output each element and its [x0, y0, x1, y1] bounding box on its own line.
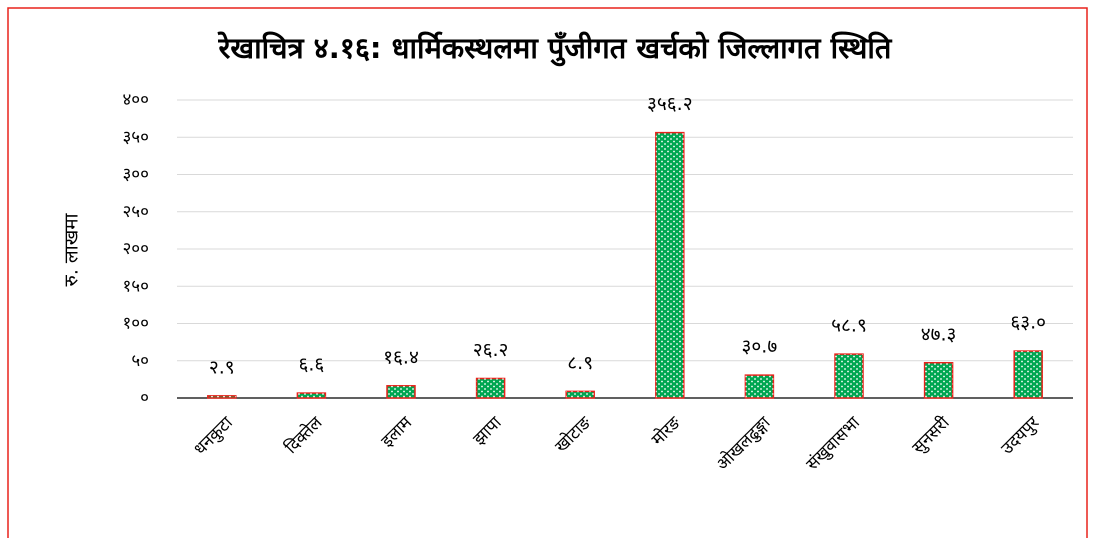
value-label: १६.४	[383, 346, 419, 368]
bar-texture	[207, 395, 236, 398]
x-tick-label: झापा	[469, 413, 506, 450]
x-tick-label: सुनसरी	[908, 412, 954, 458]
value-label: ३०.७	[742, 336, 778, 358]
x-tick-label: दिक्तेल	[281, 412, 327, 458]
value-label: २.९	[209, 356, 235, 378]
y-tick-label: २००	[122, 239, 149, 259]
value-label: ६३.०	[1010, 312, 1046, 334]
value-label: ८.९	[567, 352, 593, 374]
y-tick-label: ०	[140, 388, 149, 408]
y-tick-label: ३००	[122, 165, 149, 185]
value-label: ४७.३	[921, 323, 957, 345]
x-tick-label: ओखलढुङ्गा	[712, 412, 775, 475]
y-tick-label: ५०	[131, 351, 149, 371]
y-tick-label: ४००	[122, 90, 149, 110]
bar-texture	[745, 375, 774, 398]
x-tick-label: इलाम	[378, 412, 417, 451]
x-tick-label: उदयपुर	[997, 412, 1044, 459]
bar-texture	[835, 354, 863, 398]
value-label: २६.२	[473, 339, 509, 361]
y-axis-label: रु. लाखमा	[61, 212, 83, 286]
y-tick-label: १५०	[122, 276, 149, 296]
x-tick-label: खोटाङ	[551, 411, 596, 456]
bar-texture	[1014, 351, 1043, 398]
x-tick-label: संखुवासभा	[802, 413, 864, 475]
x-tick-label: मोरङ	[647, 411, 686, 450]
y-tick-label: ३५०	[122, 127, 149, 147]
chart-title: रेखाचित्र ४.१६: धार्मिकस्थलमा पुँजीगत खर…	[217, 31, 893, 67]
bar-texture	[476, 378, 505, 398]
value-label: ६.६	[298, 354, 324, 376]
bar-texture	[924, 362, 953, 398]
bar-texture	[297, 393, 326, 398]
bar-texture	[387, 385, 415, 398]
y-tick-label: २५०	[122, 202, 149, 222]
bar-texture	[655, 132, 684, 399]
x-tick-label: धनकुटा	[190, 413, 237, 460]
y-tick-label: १००	[122, 314, 149, 334]
value-label: ३५६.२	[647, 93, 693, 115]
value-label: ५८.९	[831, 315, 867, 337]
bar-texture	[566, 391, 595, 398]
frame	[7, 7, 1088, 538]
